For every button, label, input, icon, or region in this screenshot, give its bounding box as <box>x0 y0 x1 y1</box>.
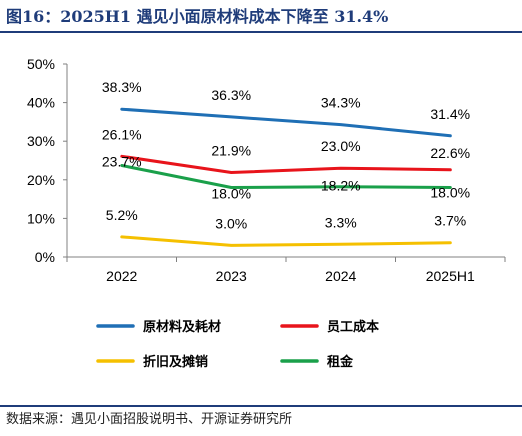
data-label: 26.1% <box>102 126 142 142</box>
x-tick-label: 2025H1 <box>426 268 475 284</box>
data-labels: 38.3% 36.3% 34.3% 31.4% 26.1% 21.9% 23.0% 22.6%… <box>102 79 470 231</box>
data-label: 3.7% <box>434 213 466 229</box>
legend-label: 员工成本 <box>327 319 379 335</box>
figure-title: 图16：2025H1 遇见小面原材料成本下降至 31.4% <box>6 7 389 26</box>
x-tick-label: 2023 <box>216 268 247 284</box>
data-label: 21.9% <box>211 142 251 158</box>
series-line-1 <box>120 107 452 138</box>
y-tick-label: 40% <box>27 95 55 111</box>
data-label: 36.3% <box>211 87 251 103</box>
data-label: 23.0% <box>321 138 361 154</box>
data-label: 3.3% <box>325 214 357 230</box>
x-tick-label: 2022 <box>106 268 137 284</box>
data-label: 3.0% <box>215 215 247 231</box>
line-chart: 0% 10% 20% 30% 40% 50% 2022 2023 2024 2025H1 38.3… <box>27 56 506 370</box>
footer-rule <box>0 405 522 407</box>
series-lines <box>120 107 452 247</box>
data-label: 23.7% <box>102 154 142 170</box>
source-note: 数据来源：遇见小面招股说明书、开源证券研究所 <box>6 412 293 427</box>
data-label: 5.2% <box>106 207 138 223</box>
y-tick-label: 0% <box>35 249 55 265</box>
series-line-4 <box>120 164 452 189</box>
series-line-3 <box>120 235 452 247</box>
legend-label: 折旧及摊销 <box>143 354 208 370</box>
y-tick-label: 20% <box>27 172 55 188</box>
data-label: 34.3% <box>321 95 361 111</box>
data-label: 22.6% <box>430 145 470 161</box>
legend-label: 原材料及耗材 <box>143 319 221 335</box>
y-tick-label: 10% <box>27 210 55 226</box>
x-tick-label: 2024 <box>325 268 356 284</box>
data-label: 31.4% <box>430 106 470 122</box>
legend-label: 租金 <box>327 354 354 370</box>
data-label: 18.2% <box>321 178 361 194</box>
series-line-2 <box>120 154 452 174</box>
y-tick-label: 50% <box>27 56 55 72</box>
data-label: 18.0% <box>211 186 251 202</box>
data-label: 18.0% <box>430 185 470 201</box>
chart-axes: 0% 10% 20% 30% 40% 50% 2022 2023 2024 2025H1 <box>27 56 506 284</box>
title-rule <box>0 31 522 33</box>
data-label: 38.3% <box>102 79 142 95</box>
y-tick-label: 30% <box>27 133 55 149</box>
